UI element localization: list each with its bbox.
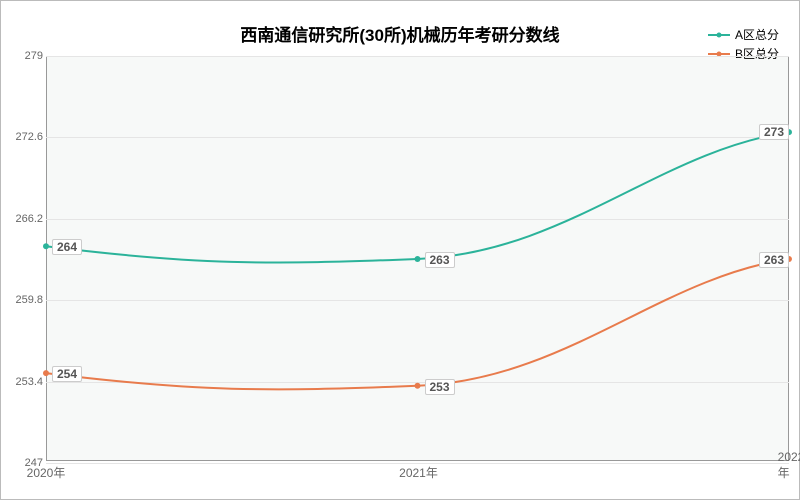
data-label: 273 — [759, 124, 789, 140]
chart-title: 西南通信研究所(30所)机械历年考研分数线 — [1, 21, 799, 46]
y-tick-label: 259.8 — [1, 294, 43, 306]
chart-container: 西南通信研究所(30所)机械历年考研分数线 A区总分 B区总分 247253.4… — [0, 0, 800, 500]
x-tick-label: 2020年 — [27, 464, 66, 481]
data-point — [415, 383, 421, 389]
data-label: 264 — [52, 239, 82, 255]
line-layer — [46, 56, 789, 462]
y-tick-label: 272.6 — [1, 131, 43, 143]
data-label: 263 — [425, 252, 455, 268]
data-point — [43, 243, 49, 249]
legend-item-a: A区总分 — [708, 26, 779, 43]
data-point — [43, 370, 49, 376]
x-tick-label: 2021年 — [399, 464, 438, 481]
data-label: 254 — [52, 366, 82, 382]
legend-swatch-b — [708, 53, 730, 55]
data-label: 263 — [759, 252, 789, 268]
legend-swatch-a — [708, 34, 730, 36]
data-point — [415, 256, 421, 262]
y-tick-label: 266.2 — [1, 213, 43, 225]
y-tick-label: 279 — [1, 50, 43, 62]
data-label: 253 — [425, 379, 455, 395]
y-tick-label: 253.4 — [1, 376, 43, 388]
series-line — [46, 132, 789, 262]
series-line — [46, 259, 789, 389]
legend-label-a: A区总分 — [735, 26, 779, 43]
